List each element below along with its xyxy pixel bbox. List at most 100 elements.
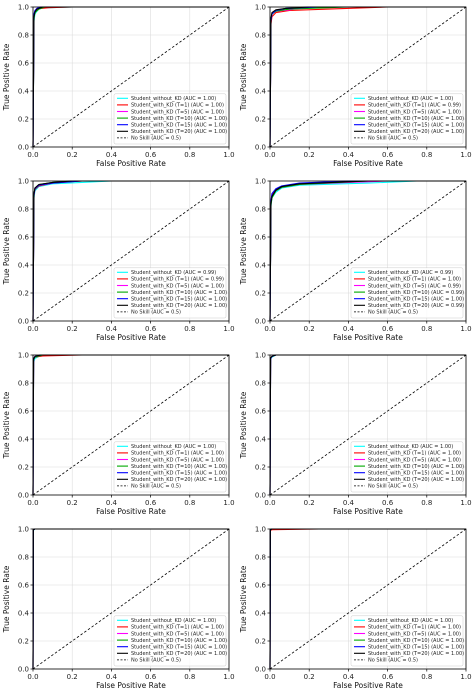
legend-label-6: Student_with_KD (T=20) (AUC = 1.00)	[368, 477, 464, 483]
legend: Student_without_KD (AUC = 1.00) Student_w…	[350, 441, 464, 493]
y-tick-label: 0.0	[255, 144, 266, 152]
x-tick-label: 0.2	[304, 325, 315, 333]
x-tick-label: 0.2	[304, 151, 315, 159]
roc-chart-svg: 0.0 0.2 0.4 0.6 0.8 1.0 0.0 0.2 0.4 0.6 0.8 1.0 Fals…	[239, 178, 472, 343]
roc-chart-svg: 0.0 0.2 0.4 0.6 0.8 1.0 0.0 0.2 0.4 0.6 0.8 1.0 Fals…	[239, 526, 472, 691]
legend-label-2: Student_with_KD (T=1) (AUC = 1.00)	[131, 103, 224, 109]
x-tick-label: 0.4	[343, 673, 355, 681]
x-tick-label: 1.0	[223, 151, 234, 159]
y-tick-label: 0.4	[255, 88, 267, 96]
x-tick-label: 1.0	[223, 325, 234, 333]
y-tick-label: 1.0	[255, 178, 266, 186]
y-tick-label: 0.2	[18, 464, 29, 472]
legend-label-5: Student_with_KD (T=15) (AUC = 1.00)	[368, 471, 464, 477]
legend-box	[113, 267, 227, 319]
x-tick-label: 1.0	[460, 325, 471, 333]
y-tick-label: 1.0	[255, 352, 266, 360]
x-tick-label: 0.0	[264, 673, 275, 681]
x-tick-label: 0.4	[343, 325, 355, 333]
x-tick-label: 1.0	[223, 499, 234, 507]
roc-chart-4: 0.0 0.2 0.4 0.6 0.8 1.0 0.0 0.2 0.4 0.6 0.8 1.0 Fals…	[237, 174, 474, 348]
y-axis-label: True Positive Rate	[239, 43, 248, 111]
legend-label-4: Student_with_KD (T=10) (AUC = 1.00)	[131, 638, 227, 644]
legend-label-1: Student_without_KD (AUC = 1.00)	[131, 96, 216, 102]
legend: Student_without_KD (AUC = 0.99)Student_w…	[113, 267, 227, 319]
y-tick-label: 0.6	[18, 582, 30, 590]
y-tick-label: 0.4	[255, 610, 267, 618]
y-tick-label: 0.2	[18, 116, 29, 124]
y-tick-label: 0.4	[255, 262, 267, 270]
legend-label-2: Student_with_KD (T=1) (AUC = 1.00)	[131, 451, 224, 457]
x-tick-label: 0.8	[184, 673, 195, 681]
legend-label-3: Student_with_KD (T=5) (AUC = 1.00)	[131, 631, 224, 637]
legend-label-5: Student_with_KD (T=15) (AUC = 1.00)	[368, 123, 464, 129]
x-tick-label: 0.8	[421, 499, 432, 507]
legend-label-2: Student_with_KD (T=1) (AUC = 1.00)	[131, 625, 224, 631]
x-tick-label: 1.0	[460, 151, 471, 159]
x-tick-label: 0.8	[184, 499, 195, 507]
legend: Student_without_KD (AUC = 1.00)Student_w…	[113, 93, 227, 145]
y-tick-label: 0.4	[18, 436, 30, 444]
y-tick-label: 0.4	[18, 610, 30, 618]
x-tick-label: 0.0	[264, 499, 275, 507]
y-tick-label: 1.0	[18, 4, 29, 12]
legend-label-5: Student_with_KD (T=15) (AUC = 1.00)	[131, 123, 227, 129]
legend-label-7: No Skill (AUC = 0.5)	[368, 136, 418, 142]
y-tick-label: 0.8	[255, 554, 266, 562]
y-axis-label: True Positive Rate	[2, 217, 11, 285]
x-tick-label: 0.0	[27, 673, 38, 681]
roc-chart-svg: 0.0 0.2 0.4 0.6 0.8 1.0 0.0 0.2 0.4 0.6 0.8 1.0 Fals…	[239, 4, 472, 169]
x-tick-label: 0.0	[27, 499, 38, 507]
legend-label-1: Student_without_KD (AUC = 1.00)	[368, 444, 453, 450]
legend-box	[113, 441, 227, 493]
legend-label-7: No Skill (AUC = 0.5)	[131, 310, 181, 316]
legend-box	[350, 615, 464, 667]
legend-label-3: Student_with_KD (T=5) (AUC = 1.00)	[131, 283, 224, 289]
x-axis-label: False Positive Rate	[333, 507, 403, 516]
x-axis-label: False Positive Rate	[333, 333, 403, 342]
plot-frame	[269, 354, 467, 496]
legend-label-7: No Skill (AUC = 0.5)	[131, 136, 181, 142]
legend-label-5: Student_with_KD (T=15) (AUC = 1.00)	[131, 645, 227, 651]
legend-label-1: Student_without_KD (AUC = 1.00)	[131, 618, 216, 624]
roc-chart-2: 0.0 0.2 0.4 0.6 0.8 1.0 0.0 0.2 0.4 0.6 0.8 1.0 Fals…	[237, 0, 474, 174]
plot-frame	[269, 6, 467, 148]
y-axis-label: True Positive Rate	[239, 217, 248, 285]
x-tick-label: 0.4	[106, 325, 118, 333]
roc-chart-8: 0.0 0.2 0.4 0.6 0.8 1.0 0.0 0.2 0.4 0.6 0.8 1.0 Fals…	[237, 522, 474, 696]
legend-label-3: Student_with_KD (T=5) (AUC = 1.00)	[131, 109, 224, 115]
legend-label-2: Student_with_KD (T=1) (AUC = 0.99)	[131, 277, 224, 283]
legend-label-3: Student_with_KD (T=5) (AUC = 1.00)	[368, 457, 461, 463]
legend-label-7: No Skill (AUC = 0.5)	[368, 658, 418, 664]
legend-label-7: No Skill (AUC = 0.5)	[131, 484, 181, 490]
y-tick-label: 0.0	[18, 492, 29, 500]
y-axis-label: True Positive Rate	[2, 565, 11, 633]
y-tick-label: 0.4	[18, 262, 30, 270]
x-axis-label: False Positive Rate	[333, 681, 403, 690]
x-tick-label: 0.4	[106, 673, 118, 681]
legend-label-6: Student_with_KD (T=20) (AUC = 1.00)	[368, 651, 464, 657]
y-tick-label: 0.2	[255, 464, 266, 472]
x-tick-label: 0.4	[343, 499, 355, 507]
x-tick-label: 0.6	[145, 673, 157, 681]
x-tick-label: 0.8	[421, 151, 432, 159]
y-tick-label: 1.0	[18, 178, 29, 186]
y-tick-label: 0.2	[18, 638, 29, 646]
y-tick-label: 0.6	[18, 60, 30, 68]
y-tick-label: 0.2	[18, 290, 29, 298]
legend-label-4: Student_with_KD (T=10) (AUC = 1.00)	[368, 464, 464, 470]
x-tick-label: 0.2	[67, 499, 78, 507]
roc-chart-7: 0.0 0.2 0.4 0.6 0.8 1.0 0.0 0.2 0.4 0.6 0.8 1.0 Fals…	[0, 522, 237, 696]
roc-chart-svg: 0.0 0.2 0.4 0.6 0.8 1.0 0.0 0.2 0.4 0.6 0.8 1.0 Fals…	[2, 352, 235, 517]
x-tick-label: 0.8	[184, 325, 195, 333]
legend: Student_without_KD (AUC = 1.00)Student_w…	[350, 93, 464, 145]
y-tick-label: 0.6	[255, 234, 267, 242]
y-tick-label: 0.6	[18, 234, 30, 242]
x-tick-label: 0.0	[27, 325, 38, 333]
plot-frame	[32, 354, 230, 496]
x-tick-label: 0.6	[382, 673, 394, 681]
legend-label-2: Student_with_KD (T=1) (AUC = 1.00)	[368, 625, 461, 631]
legend-label-4: Student_with_KD (T=10) (AUC = 1.00)	[131, 464, 227, 470]
y-tick-label: 0.8	[18, 380, 29, 388]
legend-box	[113, 93, 227, 145]
